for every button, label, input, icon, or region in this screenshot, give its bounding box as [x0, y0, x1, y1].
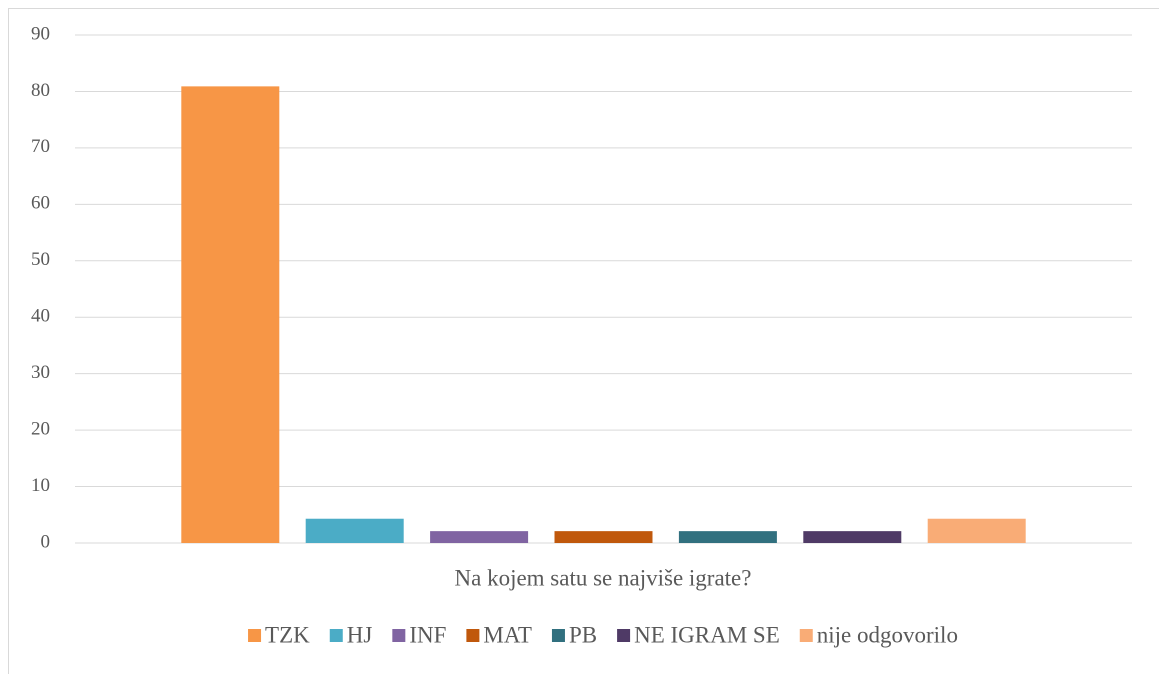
bar [678, 531, 777, 543]
legend-swatch [392, 629, 406, 642]
bar [554, 531, 653, 543]
legend-swatch [551, 629, 565, 642]
bar [305, 518, 404, 543]
y-tick-label: 0 [41, 531, 51, 552]
y-tick-label: 80 [31, 80, 50, 101]
y-tick-label: 70 [31, 136, 50, 157]
legend-label: PB [569, 622, 597, 647]
bar [181, 86, 280, 543]
y-tick-label: 40 [31, 306, 50, 327]
bar [430, 531, 529, 543]
legend-label: NE IGRAM SE [634, 622, 780, 647]
legend-swatch [248, 629, 262, 642]
legend-swatch [466, 629, 480, 642]
chart-border [8, 8, 1159, 674]
legend-swatch [799, 629, 813, 642]
legend-label: INF [409, 622, 446, 647]
legend-label: MAT [483, 622, 532, 647]
y-tick-label: 50 [31, 249, 50, 270]
bar [803, 531, 902, 543]
legend-swatch [617, 629, 631, 642]
legend-label: TZK [265, 622, 310, 647]
y-tick-label: 90 [31, 23, 50, 44]
y-tick-label: 60 [31, 193, 50, 214]
y-tick-label: 20 [31, 418, 50, 439]
legend-label: nije odgovorilo [817, 622, 958, 647]
legend-label: HJ [347, 622, 373, 647]
bar [927, 518, 1026, 543]
y-tick-label: 10 [31, 475, 50, 496]
category-label: Na kojem satu se najviše igrate? [455, 565, 752, 590]
legend-swatch [329, 629, 343, 642]
y-tick-label: 30 [31, 362, 50, 383]
